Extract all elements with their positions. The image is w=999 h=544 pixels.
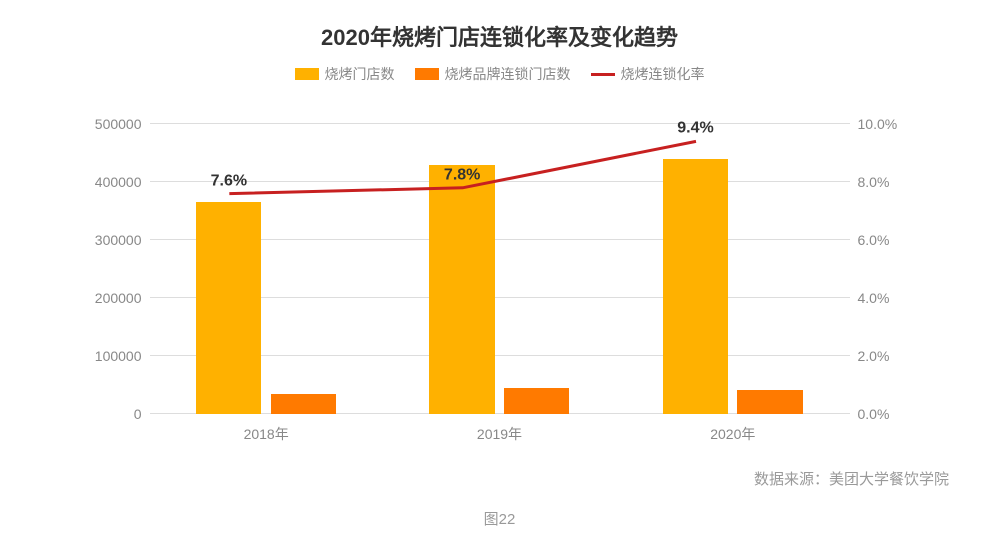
legend-swatch-icon (295, 68, 319, 80)
legend-label: 烧烤门店数 (325, 64, 395, 84)
y-axis-left: 0100000200000300000400000500000 (80, 124, 150, 414)
bar (663, 159, 728, 414)
bar (429, 165, 494, 414)
legend-item: 烧烤品牌连锁门店数 (415, 64, 571, 84)
chart-legend: 烧烤门店数 烧烤品牌连锁门店数 烧烤连锁化率 (50, 64, 949, 84)
y-left-tick: 200000 (95, 290, 142, 306)
bar (271, 394, 336, 414)
bars-layer: 7.6%7.8%9.4% (150, 124, 850, 414)
data-source-label: 数据来源：美团大学餐饮学院 (754, 468, 949, 489)
bar-group (150, 124, 383, 414)
data-label: 7.8% (444, 166, 480, 184)
x-axis-label: 2019年 (383, 424, 616, 444)
bar (196, 202, 261, 414)
y-axis-right: 0.0%2.0%4.0%6.0%8.0%10.0% (850, 124, 920, 414)
legend-item: 烧烤连锁化率 (591, 64, 705, 84)
x-axis-label: 2020年 (616, 424, 849, 444)
legend-line-icon (591, 73, 615, 76)
y-left-tick: 500000 (95, 116, 142, 132)
legend-swatch-icon (415, 68, 439, 80)
bar-group (616, 124, 849, 414)
figure-number: 图22 (0, 508, 999, 529)
data-label: 7.6% (211, 172, 247, 190)
plot-area: 0100000200000300000400000500000 0.0%2.0%… (80, 124, 920, 414)
bar (737, 390, 802, 414)
data-label: 9.4% (677, 120, 713, 138)
chart-title: 2020年烧烤门店连锁化率及变化趋势 (50, 20, 949, 52)
legend-label: 烧烤连锁化率 (621, 64, 705, 84)
y-right-tick: 10.0% (858, 116, 898, 132)
y-left-tick: 0 (134, 406, 142, 422)
x-axis-label: 2018年 (150, 424, 383, 444)
y-left-tick: 300000 (95, 232, 142, 248)
legend-label: 烧烤品牌连锁门店数 (445, 64, 571, 84)
y-right-tick: 4.0% (858, 290, 890, 306)
legend-item: 烧烤门店数 (295, 64, 395, 84)
y-right-tick: 6.0% (858, 232, 890, 248)
y-left-tick: 400000 (95, 174, 142, 190)
chart-container: 2020年烧烤门店连锁化率及变化趋势 烧烤门店数烧烤品牌连锁门店数烧烤连锁化率 … (0, 0, 999, 544)
y-right-tick: 2.0% (858, 348, 890, 364)
y-right-tick: 8.0% (858, 174, 890, 190)
bar-group (383, 124, 616, 414)
y-left-tick: 100000 (95, 348, 142, 364)
bar (504, 388, 569, 414)
y-right-tick: 0.0% (858, 406, 890, 422)
